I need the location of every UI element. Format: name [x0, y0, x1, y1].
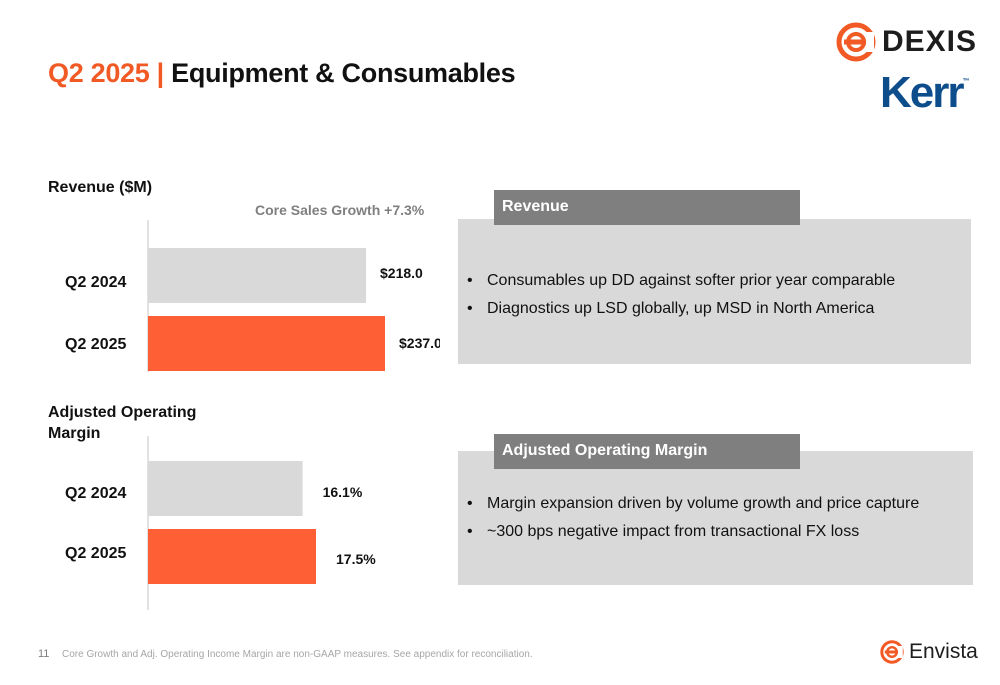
page-number: 11	[38, 648, 50, 660]
revenue-category-label: Q2 2024	[65, 274, 126, 291]
margin-value-label: 17.5%	[336, 551, 376, 567]
dexis-logo: DEXIS	[836, 20, 977, 64]
margin-value-label: 16.1%	[323, 484, 363, 500]
revenue-value-label: $218.0	[380, 265, 423, 281]
envista-logo: Envista	[880, 640, 978, 664]
margin-category-label: Q2 2025	[65, 545, 126, 562]
core-sales-growth-annotation: Core Sales Growth +7.3%	[255, 202, 425, 218]
footer-disclaimer: Core Growth and Adj. Operating Income Ma…	[62, 649, 533, 660]
margin-title-line-1: Adjusted Operating	[48, 404, 197, 421]
revenue-category-label: Q2 2025	[65, 336, 126, 353]
revenue-bullet-list: Consumables up DD against softer prior y…	[465, 267, 895, 323]
list-item: ~300 bps negative impact from transactio…	[465, 518, 919, 546]
title-segment: Equipment & Consumables	[171, 58, 516, 88]
dexis-wordmark: DEXIS	[882, 25, 978, 58]
margin-bullet-list: Margin expansion driven by volume growth…	[465, 490, 919, 546]
envista-wordmark: Envista	[909, 640, 978, 663]
kerr-trademark: ™	[962, 78, 970, 85]
charts-canvas: Q2 2024 Q2 2025 $218.0 $237.0 Q2 2024 Q2…	[65, 220, 440, 610]
title-period: Q2 2025 |	[48, 58, 164, 88]
margin-title-line-2: Margin	[48, 425, 101, 442]
margin-chart-title: Adjusted Operating Margin	[48, 402, 196, 444]
page-title: Q2 2025 | Equipment & Consumables	[48, 58, 516, 89]
revenue-chart-title: Revenue ($M)	[48, 179, 153, 196]
margin-category-label: Q2 2024	[65, 485, 126, 502]
list-item: Consumables up DD against softer prior y…	[465, 267, 895, 295]
revenue-panel-header: Revenue	[494, 190, 800, 225]
envista-mark-icon	[880, 640, 904, 664]
margin-bar-q2-2025	[148, 529, 316, 584]
revenue-bar-q2-2024	[148, 248, 366, 303]
revenue-bar-chart: Q2 2024 Q2 2025 $218.0 $237.0	[65, 220, 440, 372]
revenue-value-label: $237.0	[399, 335, 440, 351]
kerr-logo: Kerr™	[880, 68, 970, 118]
list-item: Margin expansion driven by volume growth…	[465, 490, 919, 518]
dexis-mark-icon	[836, 22, 876, 62]
margin-bar-q2-2024	[148, 461, 303, 516]
revenue-bar-q2-2025	[148, 316, 385, 371]
list-item: Diagnostics up LSD globally, up MSD in N…	[465, 295, 895, 323]
kerr-wordmark: Kerr	[880, 68, 964, 117]
margin-panel-header: Adjusted Operating Margin	[494, 434, 800, 469]
margin-bar-chart: Q2 2024 Q2 2025 16.1% 17.5%	[65, 436, 376, 610]
